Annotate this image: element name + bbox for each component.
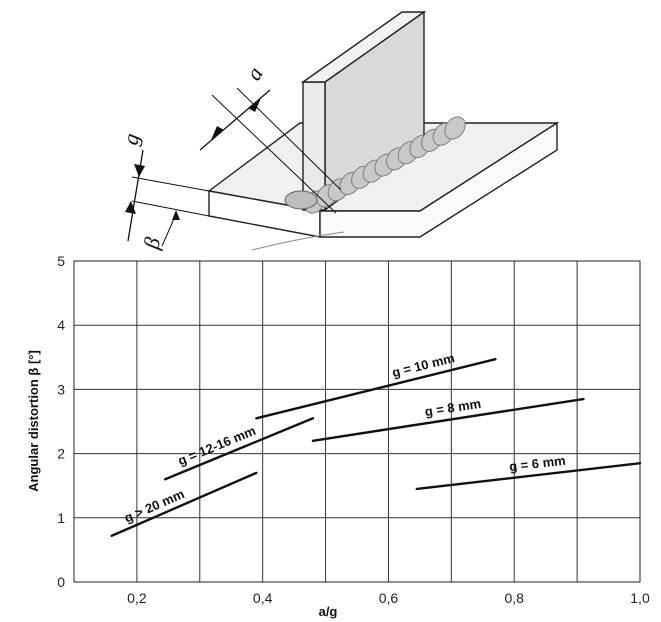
y-tick-label-1: 1 bbox=[57, 510, 65, 526]
beta-arrow bbox=[172, 210, 180, 220]
g-symbol: g bbox=[117, 131, 144, 147]
x-tick-label-3: 0,8 bbox=[504, 590, 524, 606]
g-extension-line-1 bbox=[131, 176, 210, 192]
y-ticks: 0 1 2 3 4 5 bbox=[57, 253, 65, 590]
a-extension-line-1 bbox=[211, 94, 337, 214]
a-arrow-1 bbox=[211, 126, 224, 140]
series-line-0 bbox=[110, 471, 258, 537]
distortion-curve bbox=[251, 231, 345, 251]
weld-joint-illustration: a g β bbox=[117, 10, 560, 252]
x-ticks: 0,2 0,4 0,6 0,8 1,0 bbox=[127, 590, 650, 606]
plot-frame bbox=[73, 260, 641, 583]
beta-symbol: β bbox=[138, 235, 165, 252]
y-tick-label-4: 4 bbox=[57, 317, 65, 333]
base-plate-side-right bbox=[319, 121, 558, 238]
y-tick-label-2: 2 bbox=[57, 446, 65, 462]
vertical-plate-top bbox=[300, 11, 427, 83]
series-line-3 bbox=[311, 397, 585, 442]
a-dimension-line bbox=[199, 89, 271, 151]
g-dimension-line bbox=[127, 149, 144, 242]
x-tick-label-4: 1,0 bbox=[630, 590, 650, 606]
plot-area bbox=[74, 261, 640, 582]
a-arrow-2 bbox=[248, 98, 261, 112]
g-arrow-2 bbox=[125, 201, 136, 214]
y-axis-label: Angular distortion β [°] bbox=[26, 350, 41, 492]
series-line-2 bbox=[255, 358, 497, 420]
x-axis-label: a/g bbox=[319, 604, 338, 619]
y-tick-label-3: 3 bbox=[57, 381, 65, 397]
g-extension-line-2 bbox=[131, 200, 210, 217]
weld-seam bbox=[304, 116, 466, 214]
series-lines bbox=[110, 358, 642, 537]
a-symbol: a bbox=[241, 62, 268, 84]
weld-section bbox=[284, 190, 318, 210]
x-tick-label-2: 0,6 bbox=[379, 590, 399, 606]
series-line-4 bbox=[415, 462, 642, 491]
series-label-4: g = 6 mm bbox=[508, 453, 566, 474]
y-tick-label-0: 0 bbox=[57, 574, 65, 590]
y-tick-label-5: 5 bbox=[57, 253, 65, 269]
weld-ripple-12 bbox=[444, 116, 466, 140]
g-arrow-1 bbox=[134, 164, 145, 177]
x-tick-label-0: 0,2 bbox=[127, 590, 147, 606]
x-tick-label-1: 0,4 bbox=[253, 590, 273, 606]
series-line-1 bbox=[163, 417, 315, 481]
